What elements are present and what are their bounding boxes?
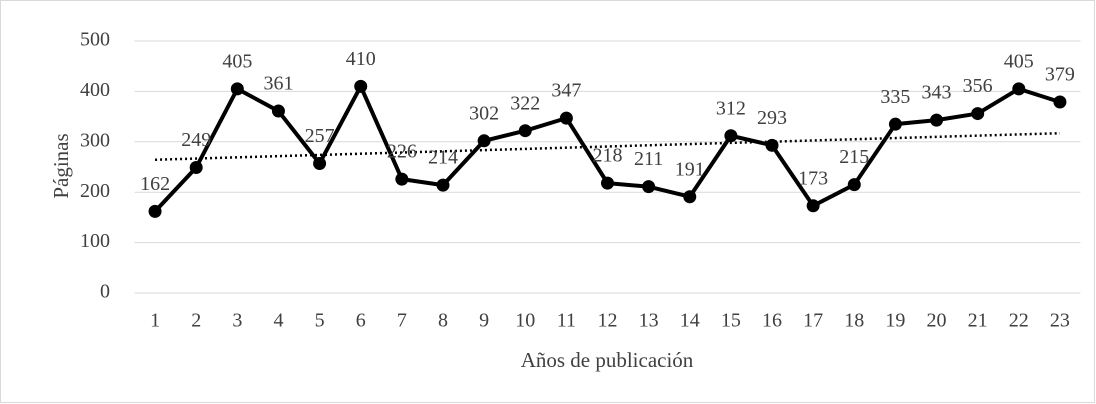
data-point (1053, 95, 1067, 109)
x-tick-label: 1 (150, 310, 160, 332)
trendline (155, 131, 1060, 162)
data-label: 335 (880, 86, 910, 108)
data-point (436, 178, 450, 192)
x-tick-label: 7 (397, 310, 407, 332)
data-point (271, 104, 285, 118)
data-label: 379 (1045, 64, 1075, 86)
data-point (313, 156, 327, 170)
data-label: 214 (428, 147, 458, 169)
y-tick-label: 400 (80, 79, 110, 101)
data-point (971, 107, 985, 121)
data-point (354, 79, 368, 93)
data-point (559, 111, 573, 125)
data-point (601, 176, 614, 190)
data-point (765, 138, 779, 152)
x-tick-label: 13 (639, 310, 659, 332)
x-tick-label: 18 (844, 310, 864, 332)
data-point (642, 180, 656, 194)
x-tick-label: 14 (680, 310, 700, 332)
data-point (806, 199, 820, 213)
data-point (1012, 82, 1026, 96)
data-label: 293 (757, 107, 787, 129)
data-point (230, 82, 244, 96)
data-point (395, 172, 409, 186)
data-point (683, 190, 697, 204)
data-label: 302 (469, 102, 499, 124)
x-axis-title: Años de publicación (521, 348, 694, 372)
x-tick-label: 23 (1050, 310, 1070, 332)
y-axis-title: Páginas (49, 133, 73, 198)
data-label: 173 (798, 167, 828, 189)
x-tick-label: 19 (885, 310, 905, 332)
data-label: 249 (181, 129, 211, 151)
x-tick-label: 22 (1009, 310, 1029, 332)
data-label: 347 (551, 80, 581, 102)
x-tick-label: 8 (438, 310, 448, 332)
x-tick-label: 11 (557, 310, 576, 332)
y-tick-label: 100 (80, 230, 110, 252)
x-tick-label: 16 (762, 310, 782, 332)
x-tick-label: 20 (927, 310, 947, 332)
x-tick-label: 5 (315, 310, 325, 332)
data-label: 343 (922, 82, 952, 104)
data-point (189, 161, 203, 175)
y-tick-label: 500 (80, 29, 110, 51)
y-tick-label: 0 (100, 281, 110, 303)
data-label: 215 (839, 146, 869, 168)
x-tick-label: 3 (232, 310, 242, 332)
data-point (477, 134, 491, 148)
data-point (930, 113, 944, 127)
data-label: 312 (716, 97, 746, 119)
data-point (847, 178, 861, 192)
data-point (518, 124, 532, 138)
data-label: 410 (346, 48, 376, 70)
data-point (148, 204, 162, 218)
data-label: 405 (1004, 50, 1034, 72)
data-label: 191 (675, 158, 705, 180)
data-label: 162 (140, 173, 170, 195)
x-tick-label: 21 (968, 310, 988, 332)
x-tick-label: 17 (803, 310, 823, 332)
data-label: 322 (510, 92, 540, 114)
data-label: 361 (263, 73, 293, 95)
x-tick-label: 10 (515, 310, 535, 332)
y-tick-label: 300 (80, 129, 110, 151)
x-tick-label: 12 (598, 310, 618, 332)
data-label: 257 (305, 125, 335, 147)
x-tick-label: 2 (191, 310, 201, 332)
data-point (888, 117, 902, 131)
x-tick-label: 4 (273, 310, 283, 332)
x-tick-label: 9 (479, 310, 489, 332)
x-tick-label: 15 (721, 310, 741, 332)
data-label: 211 (634, 148, 663, 170)
y-tick-label: 200 (80, 180, 110, 202)
data-label: 226 (387, 141, 417, 163)
data-label: 356 (963, 75, 993, 97)
data-label: 405 (222, 50, 252, 72)
data-point (724, 129, 738, 143)
x-tick-label: 6 (356, 310, 366, 332)
data-label: 218 (593, 145, 623, 167)
